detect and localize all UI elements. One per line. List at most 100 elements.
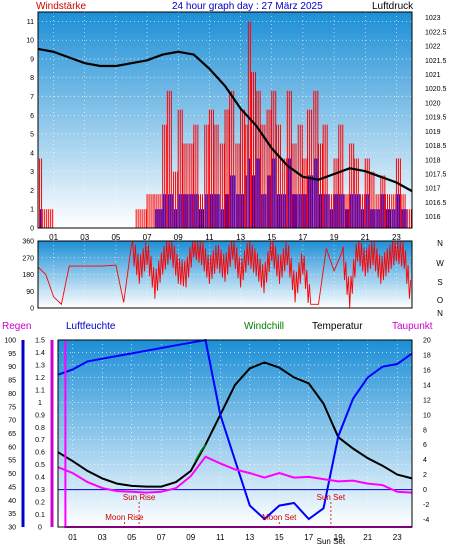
climate-x-tick-label: 03: [98, 533, 107, 542]
rain-y-tick-label: 0.1: [35, 512, 45, 519]
pressure-y-tick-label: 1023: [425, 15, 441, 22]
header-title: 24 hour graph day : 27 März 2025: [172, 1, 323, 12]
pressure-y-tick-label: 1022: [425, 44, 441, 51]
annotation-label: Sun Set: [317, 493, 346, 502]
dir-panel-frame: [37, 240, 413, 309]
wind-x-tick-label: 23: [392, 233, 401, 242]
rain-y-tick-label: 1.4: [35, 350, 45, 357]
pressure-y-tick-label: 1021: [425, 72, 441, 79]
dir-letter-2: S: [437, 278, 442, 287]
humidity-y-tick-label: 70: [8, 418, 16, 425]
temp-y-tick-label: -2: [423, 502, 429, 509]
humidity-y-tick-label: 65: [8, 431, 16, 438]
wind-x-tick-label: 05: [111, 233, 120, 242]
dir-letter-4: N: [437, 309, 443, 318]
pressure-y-tick-label: 1016: [425, 214, 441, 221]
humidity-y-tick-label: 35: [8, 511, 16, 518]
wind-panel-frame: [37, 11, 413, 229]
humidity-y-tick-label: 60: [8, 444, 16, 451]
rain-y-tick-label: 0.8: [35, 425, 45, 432]
dir-y-tick-label: 0: [30, 306, 34, 313]
temp-y-tick-label: 2: [423, 472, 427, 479]
wind-y-tick-label: 2: [30, 188, 34, 195]
rain-y-tick-label: 0.6: [35, 450, 45, 457]
humidity-y-tick-label: 45: [8, 484, 16, 491]
humidity-y-tick-label: 40: [8, 498, 16, 505]
rain-y-tick-label: 0.4: [35, 475, 45, 482]
humidity-y-tick-label: 75: [8, 404, 16, 411]
wind-y-tick-label: 5: [30, 132, 34, 139]
pressure-y-tick-label: 1021.5: [425, 58, 447, 65]
climate-x-tick-label: 07: [157, 533, 166, 542]
wind-x-tick-label: 11: [205, 233, 214, 242]
rain-y-tick-label: 0.3: [35, 487, 45, 494]
pressure-y-tick-label: 1022.5: [425, 29, 447, 36]
climate-x-tick-label: 17: [304, 533, 313, 542]
humidity-y-tick-label: 85: [8, 378, 16, 385]
wind-y-tick-label: 8: [30, 75, 34, 82]
rain-y-tick-label: 0.2: [35, 500, 45, 507]
temp-y-tick-label: 14: [423, 382, 431, 389]
climate-x-tick-label: 01: [68, 533, 77, 542]
wind-x-tick-label: 01: [49, 233, 58, 242]
humidity-y-tick-label: 55: [8, 458, 16, 465]
dir-letter-0: N: [437, 239, 443, 248]
wind-y-tick-label: 11: [27, 19, 34, 26]
header-luftdruck: Luftdruck: [372, 1, 414, 12]
dir-y-tick-label: 180: [22, 272, 34, 279]
pressure-y-tick-label: 1020.5: [425, 86, 447, 93]
wind-x-tick-label: 15: [267, 233, 276, 242]
humidity-y-tick-label: 90: [8, 364, 16, 371]
annotation-label: Moon Set: [262, 513, 297, 522]
wind-y-tick-label: 6: [30, 113, 34, 120]
pressure-y-tick-label: 1018.5: [425, 143, 447, 150]
temp-y-tick-label: 8: [423, 427, 427, 434]
humidity-y-tick-label: 95: [8, 351, 16, 358]
wind-y-tick-label: 1: [30, 207, 34, 214]
series-temperatur: [57, 361, 413, 488]
pressure-y-tick-label: 1020: [425, 100, 441, 107]
dir-y-tick-label: 270: [22, 255, 34, 262]
wind-x-tick-label: 19: [330, 233, 339, 242]
temp-y-tick-label: 16: [423, 367, 431, 374]
climate-x-tick-label: 19: [334, 533, 343, 542]
rain-y-tick-label: 1.2: [35, 375, 45, 382]
wind-y-tick-label: 10: [26, 38, 34, 45]
climate-x-tick-label: 13: [245, 533, 254, 542]
wind-y-tick-label: 3: [30, 169, 34, 176]
rain-y-tick-label: 0: [38, 525, 42, 532]
climate-panel-frame: [57, 339, 413, 528]
header-windstaerke: Windstärke: [36, 1, 87, 12]
climate-x-tick-label: 09: [186, 533, 195, 542]
pressure-y-tick-label: 1016.5: [425, 200, 447, 207]
temp-y-tick-label: -4: [423, 517, 429, 524]
rain-y-tick-label: 1.3: [35, 362, 45, 369]
annotation-label: Sun Set: [317, 537, 346, 546]
temp-y-tick-label: 10: [423, 412, 431, 419]
wind-y-tick-label: 0: [30, 226, 34, 233]
humidity-y-tick-label: 30: [8, 525, 16, 532]
climate-x-tick-label: 23: [393, 533, 402, 542]
legend-regen: Regen: [2, 321, 32, 332]
temp-y-tick-label: 0: [423, 487, 427, 494]
series-luftfeuchte: [57, 338, 413, 521]
wind-x-tick-label: 09: [174, 233, 183, 242]
legend-windchill: Windchill: [244, 321, 285, 332]
temp-y-tick-label: 4: [423, 457, 427, 464]
rain-y-tick-label: 0.9: [35, 412, 45, 419]
dir-letter-3: O: [437, 296, 443, 305]
rain-y-tick-label: 1.5: [35, 338, 45, 345]
wind-x-tick-label: 07: [143, 233, 152, 242]
legend-taupunkt: Taupunkt: [392, 321, 433, 332]
climate-x-tick-label: 15: [275, 533, 284, 542]
series-taupunkt: [57, 455, 413, 494]
humidity-y-tick-label: 50: [8, 471, 16, 478]
legend-luftfeuchte: Luftfeuchte: [66, 321, 116, 332]
rain-y-tick-label: 1.1: [35, 387, 45, 394]
panel-climate-bg: [58, 340, 412, 527]
annotation-label: Sun Rise: [123, 493, 156, 502]
rain-y-tick-label: 0.5: [35, 462, 45, 469]
dir-y-tick-label: 90: [26, 289, 34, 296]
temp-y-tick-label: 18: [423, 352, 431, 359]
